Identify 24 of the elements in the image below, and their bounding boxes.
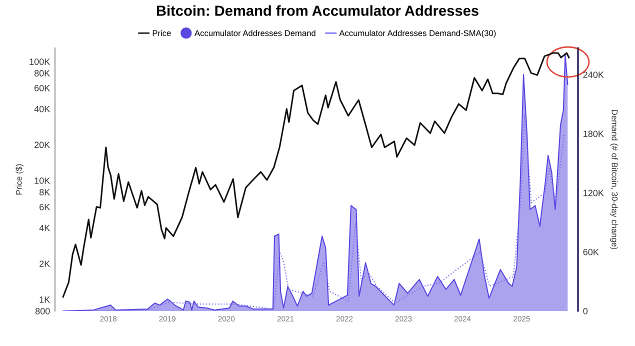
y-axis-title: Price ($): [16, 164, 24, 195]
y-tick-label: 2K: [40, 260, 50, 267]
y2-tick-label: 240K: [583, 72, 604, 78]
y2-tick-label: 120K: [584, 190, 604, 196]
y-tick-label: 20K: [34, 142, 50, 148]
y2-tick-label: 180K: [584, 130, 604, 138]
y2-tick-label: 0: [583, 308, 588, 314]
y2-axis-title: Demand (# of Bitcoin, 30-day change): [610, 110, 618, 250]
y-tick-label: 8K: [39, 189, 50, 196]
legend-label: Accumulator Addresses Demand: [194, 30, 316, 36]
y-tick-label: 1K: [40, 296, 50, 303]
y-tick-label: 10K: [34, 177, 50, 184]
line-series: [62, 113, 565, 311]
y-tick-label: 60K: [34, 84, 50, 92]
y-tick-label: 40K: [34, 106, 50, 112]
chart-title: Bitcoin: Demand from Accumulator Addresses: [156, 5, 478, 16]
y-tick-label: 80K: [34, 70, 50, 76]
y-tick-label: 4K: [39, 224, 50, 232]
y-tick-label: 6K: [40, 204, 50, 210]
legend-label: Price: [152, 30, 171, 36]
y2-tick-label: 60K: [583, 248, 599, 256]
y-tick-label: 800: [35, 308, 50, 314]
y-tick-label: 100K: [30, 58, 50, 65]
legend-label: Accumulator Addresses Demand-SMA(30): [339, 30, 496, 38]
